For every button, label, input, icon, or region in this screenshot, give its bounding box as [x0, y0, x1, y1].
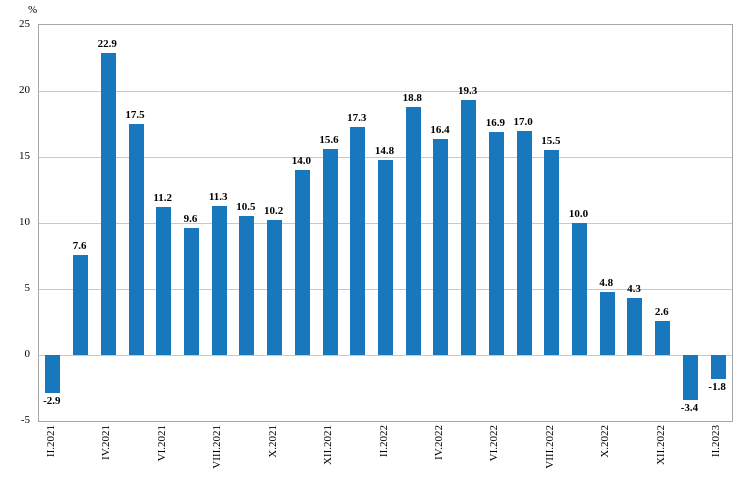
- bar-value-label: 22.9: [97, 37, 117, 50]
- x-tick-label: XII.2021: [322, 425, 335, 466]
- bar-XII.2021: [322, 149, 338, 355]
- bar-value-label: -2.9: [43, 395, 61, 408]
- bar-value-label: 10.5: [236, 201, 256, 214]
- gridline: [39, 157, 732, 158]
- x-tick-label: X.2022: [599, 425, 612, 458]
- x-tick-label: X.2021: [266, 425, 279, 458]
- bar-value-label: 4.8: [599, 276, 614, 289]
- y-tick-label: 10: [19, 216, 30, 228]
- bar-II.2022: [378, 159, 393, 355]
- bar-IV.2022: [433, 138, 449, 355]
- bar-XII.2022: [655, 320, 671, 355]
- bar-value-label: 17.3: [347, 111, 367, 124]
- y-tick-label: 25: [19, 18, 30, 30]
- bar-value-label: 2.6: [654, 305, 669, 318]
- plot-area: [38, 24, 733, 422]
- bar-VII.2021: [183, 228, 199, 355]
- bar-X.2021: [267, 220, 283, 355]
- x-tick-label: VIII.2022: [543, 425, 556, 469]
- bar-II.2021: [45, 355, 61, 394]
- bar-III.2021: [73, 254, 89, 355]
- gridline: [39, 91, 732, 92]
- bar-V.2021: [128, 124, 144, 355]
- bar-VI.2021: [156, 207, 172, 355]
- gridline: [39, 355, 732, 356]
- bar-value-label: 9.6: [183, 213, 198, 226]
- bar-value-label: 4.3: [627, 283, 641, 296]
- bar-value-label: -1.8: [708, 380, 726, 393]
- y-tick-label: 0: [24, 348, 31, 360]
- x-tick-label: VI.2021: [155, 425, 168, 462]
- bar-IX.2022: [572, 223, 588, 355]
- bar-IV.2021: [100, 52, 116, 355]
- bar-value-label: 11.3: [208, 190, 228, 203]
- x-tick-label: XII.2022: [654, 425, 667, 466]
- y-tick-label: 5: [24, 282, 31, 294]
- bar-value-label: 15.5: [541, 135, 561, 148]
- bar-value-label: 18.8: [402, 91, 422, 104]
- x-tick-label: II.2021: [44, 425, 57, 458]
- bar-value-label: 14.8: [374, 144, 395, 157]
- y-tick-label: 20: [19, 84, 30, 96]
- y-tick-label: -5: [20, 414, 30, 426]
- x-tick-label: IV.2021: [100, 425, 113, 460]
- bar-IX.2021: [239, 216, 255, 355]
- bar-VII.2022: [516, 130, 532, 355]
- bar-value-label: 19.3: [458, 85, 478, 98]
- bar-value-label: 11.2: [153, 192, 173, 205]
- bar-VI.2022: [488, 131, 504, 355]
- bar-XI.2021: [294, 170, 310, 355]
- bar-value-label: 15.6: [319, 134, 339, 147]
- bar-value-label: 14.0: [291, 155, 311, 168]
- bar-value-label: 10.0: [568, 208, 589, 220]
- x-tick-label: II.2022: [377, 425, 390, 458]
- bar-value-label: -3.4: [680, 401, 699, 414]
- bar-X.2022: [599, 291, 615, 355]
- bar-value-label: 16.9: [485, 116, 505, 129]
- y-axis-unit-label: %: [28, 4, 38, 16]
- bar-value-label: 17.5: [125, 109, 145, 121]
- x-tick-label: VI.2022: [488, 425, 501, 462]
- y-tick-label: 15: [19, 150, 30, 162]
- bar-XI.2022: [627, 298, 643, 355]
- bar-value-label: 17.0: [513, 115, 533, 128]
- x-tick-label: VIII.2021: [211, 425, 224, 469]
- bar-II.2023: [710, 355, 726, 379]
- bar-VIII.2022: [544, 150, 560, 355]
- bar-I.2022: [350, 126, 366, 355]
- bar-VIII.2021: [211, 205, 227, 355]
- x-tick-label: IV.2022: [432, 425, 445, 460]
- bar-III.2022: [405, 106, 421, 355]
- bar-I.2023: [682, 355, 698, 400]
- bar-value-label: 7.6: [72, 239, 87, 252]
- bar-value-label: 16.4: [430, 123, 450, 136]
- bar-V.2022: [461, 100, 477, 355]
- x-tick-label: II.2023: [710, 425, 723, 458]
- bar-value-label: 10.2: [263, 205, 284, 218]
